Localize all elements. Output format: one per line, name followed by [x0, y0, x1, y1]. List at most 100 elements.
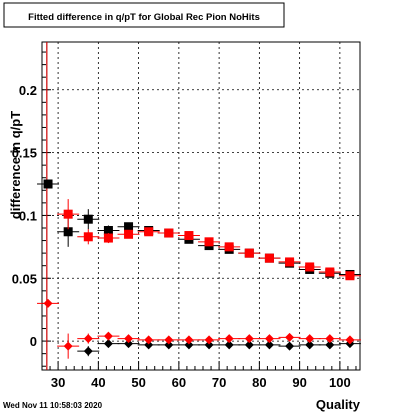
y-tick-label: 0.15: [12, 146, 37, 161]
data-point-square: [338, 271, 361, 281]
data-point-square: [177, 231, 200, 241]
data-point-square: [77, 229, 100, 245]
chart-title: Fitted difference in q/pT for Global Rec…: [28, 12, 260, 23]
data-point-diamond: [157, 335, 180, 345]
data-point-diamond: [318, 334, 341, 344]
data-point-diamond: [278, 341, 301, 351]
data-point-square: [97, 233, 120, 244]
data-point-diamond: [238, 334, 261, 344]
timestamp: Wed Nov 11 10:58:03 2020: [3, 401, 103, 410]
data-point-diamond: [57, 333, 80, 359]
diamond-marker: [285, 341, 295, 351]
diamond-marker: [325, 340, 335, 350]
diamond-marker: [345, 335, 355, 345]
chart-title-box: Fitted difference in q/pT for Global Rec…: [3, 2, 285, 28]
x-tick-label: 80: [252, 375, 266, 390]
data-point-square: [278, 257, 301, 267]
square-marker: [63, 227, 73, 237]
square-marker: [83, 232, 93, 242]
diamond-marker: [164, 340, 174, 350]
diamond-marker: [224, 340, 234, 350]
diamond-marker: [103, 331, 113, 341]
x-tick-label: 30: [51, 375, 65, 390]
data-point-square: [157, 228, 180, 238]
x-tick-label: 70: [212, 375, 226, 390]
y-tick-label: 0.2: [19, 83, 37, 98]
data-point-square: [218, 242, 241, 252]
data-point-diamond: [218, 340, 241, 350]
data-point-diamond: [198, 335, 221, 345]
data-point-diamond: [37, 298, 60, 308]
square-marker: [103, 233, 113, 243]
x-tick-label: 100: [329, 375, 351, 390]
data-point-diamond: [97, 331, 120, 341]
y-tick-label: 0.1: [19, 208, 37, 223]
square-marker: [83, 214, 93, 224]
data-point-diamond: [258, 334, 281, 344]
square-marker: [244, 248, 254, 258]
data-point-diamond: [117, 339, 140, 349]
diamond-marker: [204, 335, 214, 345]
diamond-marker: [264, 340, 274, 350]
data-point-diamond: [117, 334, 140, 344]
square-marker: [184, 231, 194, 241]
diamond-marker: [144, 340, 154, 350]
data-point-square: [117, 222, 140, 232]
plot-frame: [41, 41, 361, 371]
diamond-marker: [144, 335, 154, 345]
data-point-diamond: [238, 340, 261, 350]
diamond-marker: [244, 340, 254, 350]
data-point-diamond: [318, 340, 341, 350]
diamond-marker: [124, 339, 134, 349]
x-tick-label: 50: [131, 375, 145, 390]
data-point-diamond: [77, 333, 100, 344]
data-point-diamond: [97, 339, 120, 349]
diamond-marker: [63, 341, 73, 351]
diamond-marker: [244, 334, 254, 344]
data-point-diamond: [198, 340, 221, 350]
data-point-square: [77, 209, 100, 230]
square-marker: [164, 228, 174, 238]
diamond-marker: [164, 335, 174, 345]
square-marker: [63, 209, 73, 219]
x-tick-label: 40: [91, 375, 105, 390]
data-point-diamond: [218, 334, 241, 344]
data-point-square: [318, 267, 341, 277]
square-marker: [144, 227, 154, 237]
diamond-marker: [325, 334, 335, 344]
data-point-diamond: [298, 334, 321, 344]
diamond-marker: [264, 334, 274, 344]
data-point-diamond: [177, 335, 200, 345]
diamond-marker: [285, 332, 295, 342]
data-point-square: [298, 262, 321, 272]
square-marker: [345, 271, 355, 281]
diamond-marker: [305, 334, 315, 344]
y-tick-label: 0.05: [12, 271, 37, 286]
data-point-diamond: [278, 332, 301, 342]
x-tick-label: 90: [292, 375, 306, 390]
square-marker: [305, 262, 315, 272]
data-point-square: [198, 237, 221, 247]
square-marker: [43, 179, 53, 189]
axis-layer: 30 40 50 60 70 80 90 100 0 0.05 0.1 0.15 0.2: [12, 51, 357, 390]
x-axis-label: Quality: [316, 397, 361, 412]
diamond-marker: [103, 339, 113, 349]
diamond-marker: [305, 340, 315, 350]
square-marker: [124, 222, 134, 232]
diamond-marker: [224, 334, 234, 344]
square-marker: [264, 253, 274, 263]
y-axis-label: difference in q/pT: [8, 111, 23, 219]
grid-layer: [42, 42, 360, 370]
diamond-marker: [83, 346, 93, 356]
diamond-marker: [43, 298, 53, 308]
square-marker: [224, 242, 234, 252]
data-point-square: [258, 253, 281, 263]
x-tick-label: 60: [172, 375, 186, 390]
square-marker: [124, 229, 134, 239]
data-point-square: [117, 229, 140, 239]
data-point-square: [238, 248, 261, 258]
data-point-square: [57, 199, 80, 230]
square-marker: [325, 267, 335, 277]
